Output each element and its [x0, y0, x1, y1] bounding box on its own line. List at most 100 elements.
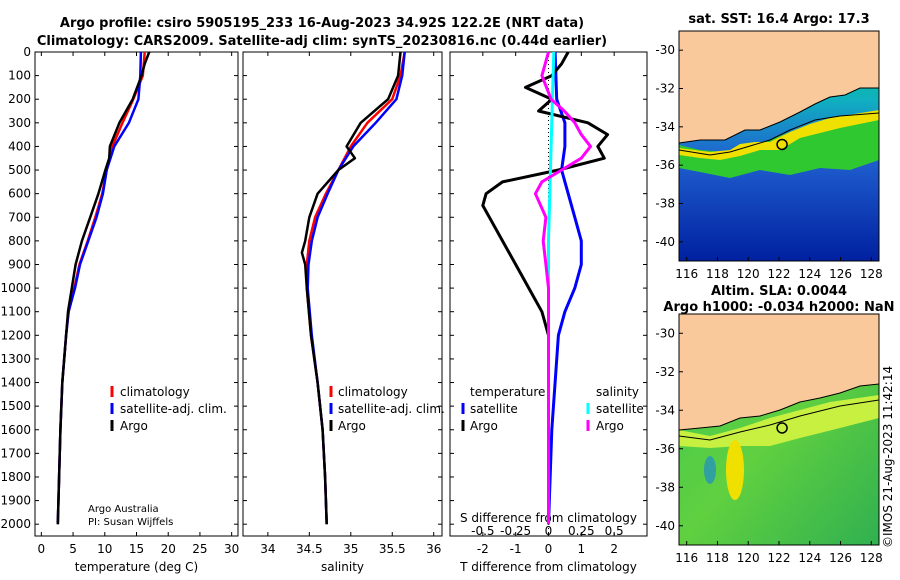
legend-label-argo: Argo — [338, 419, 366, 433]
title-line-2: Climatology: CARS2009. Satellite-adj cli… — [37, 34, 607, 49]
sst-map-title: sat. SST: 16.4 Argo: 17.3 — [688, 12, 869, 27]
legend-label-satellite: satellite-adj. clim. — [338, 402, 445, 416]
y-tick-label: 800 — [8, 234, 31, 248]
map-y-tick-label: -34 — [655, 403, 675, 417]
x-axis-label: salinity — [321, 560, 364, 574]
x-tick-label: 35.5 — [379, 542, 406, 556]
map-y-tick-label: -40 — [655, 519, 675, 533]
sla-land — [679, 314, 879, 430]
map-y-tick-label: -34 — [655, 120, 675, 134]
map-y-tick-label: -32 — [655, 365, 675, 379]
y-tick-label: 600 — [8, 187, 31, 201]
y-tick-label: 1600 — [0, 423, 31, 437]
sla-map: Altim. SLA: 0.0044 Argo h1000: -0.034 h2… — [655, 284, 894, 565]
x2-tick-label: 0.5 — [605, 524, 624, 538]
map-x-tick-label: 122 — [768, 267, 791, 281]
x-tick-label: 0 — [38, 542, 46, 556]
y-tick-label: 1800 — [0, 470, 31, 484]
map-y-tick-label: -38 — [655, 480, 675, 494]
map-x-tick-label: 124 — [798, 551, 821, 565]
y-tick-label: 1400 — [0, 376, 31, 390]
x-tick-label: 2 — [610, 542, 618, 556]
sst-argo-marker — [776, 138, 788, 151]
map-x-tick-label: 122 — [768, 551, 791, 565]
legend-title-temperature: temperature — [470, 385, 545, 399]
x-tick-label: -1 — [510, 542, 522, 556]
y-tick-label: 700 — [8, 210, 31, 224]
copyright: ©IMOS 21-Aug-2023 11:42:14 — [881, 366, 895, 548]
legend-label-satellite: satellite-adj. clim. — [120, 402, 227, 416]
x-tick-label: 5 — [69, 542, 77, 556]
x-tick-label: 35 — [343, 542, 358, 556]
x-tick-label: 34 — [260, 542, 275, 556]
map-y-tick-label: -30 — [655, 43, 675, 57]
map-x-tick-label: 118 — [706, 551, 729, 565]
x-tick-label: -2 — [477, 542, 489, 556]
map-x-tick-label: 128 — [860, 551, 883, 565]
map-y-tick-label: -36 — [655, 158, 675, 172]
x-tick-label: 15 — [129, 542, 144, 556]
map-y-tick-label: -30 — [655, 326, 675, 340]
sst-land — [679, 31, 879, 143]
y-tick-label: 1900 — [0, 494, 31, 508]
y-tick-label: 300 — [8, 116, 31, 130]
salinity-legend: climatology satellite-adj. clim. Argo — [329, 385, 445, 433]
plot-frame — [34, 51, 239, 537]
sla-argo-marker — [776, 422, 788, 434]
legend-label-sal-satellite: satellite — [596, 402, 644, 416]
y-tick-label: 400 — [8, 139, 31, 153]
y-tick-label: 100 — [8, 69, 31, 83]
map-x-tick-label: 118 — [706, 267, 729, 281]
map-y-tick-label: -36 — [655, 442, 675, 456]
y-tick-label: 1300 — [0, 352, 31, 366]
map-x-tick-label: 116 — [675, 551, 698, 565]
series-line-temperature-satellite — [547, 51, 583, 525]
y-tick-label: 1100 — [0, 305, 31, 319]
x-tick-label: 20 — [161, 542, 176, 556]
credit-line-2: PI: Susan Wijffels — [88, 517, 173, 528]
map-x-tick-label: 120 — [737, 267, 760, 281]
sla-map-title: Altim. SLA: 0.0044 — [711, 284, 847, 299]
sst-coastline — [679, 87, 879, 144]
legend-title-salinity: salinity — [596, 385, 639, 399]
map-y-tick-label: -32 — [655, 82, 675, 96]
sla-coastline — [679, 383, 879, 431]
x-tick-label: 30 — [224, 542, 239, 556]
x-tick-label: 1 — [578, 542, 586, 556]
sst-front — [679, 110, 879, 160]
legend-label-argo: Argo — [120, 419, 148, 433]
sla-isobath — [679, 399, 879, 441]
difference-legend: temperature salinity satellite Argo sate… — [461, 385, 644, 433]
map-x-tick-label: 126 — [829, 267, 852, 281]
sla-map-subtitle: Argo h1000: -0.034 h2000: NaN — [663, 300, 894, 315]
map-x-tick-label: 116 — [675, 267, 698, 281]
series-line-argo — [300, 51, 402, 525]
legend-label-temp-argo: Argo — [470, 419, 498, 433]
x2-tick-label: -0.5 — [471, 524, 494, 538]
x-axis-label: T difference from climatology — [459, 560, 637, 574]
x2-tick-label: -0.25 — [500, 524, 531, 538]
x-tick-label: 34.5 — [296, 542, 323, 556]
x2-tick-label: 0.25 — [568, 524, 595, 538]
y-tick-label: 1200 — [0, 328, 31, 342]
legend-label-sal-argo: Argo — [596, 419, 624, 433]
x-axis-label: temperature (deg C) — [75, 560, 198, 574]
temperature-legend: climatology satellite-adj. clim. Argo — [110, 385, 227, 433]
sla-eddy-warm — [726, 440, 744, 500]
x2-tick-label: 0 — [545, 524, 553, 538]
x-tick-label: 36 — [426, 542, 441, 556]
x-tick-label: 10 — [97, 542, 112, 556]
map-x-tick-label: 124 — [798, 267, 821, 281]
series-line-argo — [56, 51, 151, 525]
y-tick-label: 1500 — [0, 399, 31, 413]
plot-frame — [242, 51, 443, 537]
credit-line-1: Argo Australia — [88, 504, 159, 515]
sst-isobath — [679, 112, 879, 156]
sst-map: sat. SST: 16.4 Argo: 17.3 116 118 120 122 12… — [655, 12, 882, 281]
x-tick-label: 0 — [545, 542, 553, 556]
map-x-tick-label: 120 — [737, 551, 760, 565]
legend-label-climatology: climatology — [338, 385, 408, 399]
legend-label-temp-satellite: satellite — [470, 402, 518, 416]
temperature-panel: 0100200300400500600700800900100011001200… — [0, 45, 239, 574]
